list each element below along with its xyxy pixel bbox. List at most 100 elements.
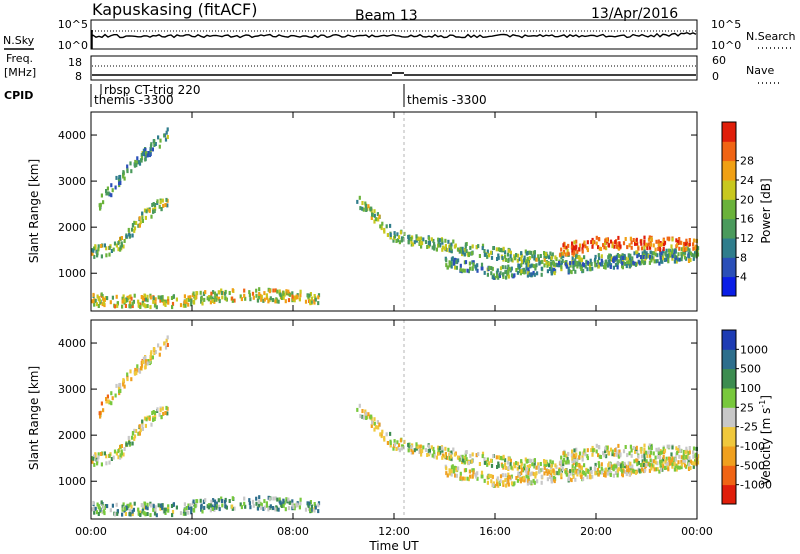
velocity-echo-cell xyxy=(128,440,131,445)
power-echo-cell xyxy=(657,239,660,244)
power-echo-cell xyxy=(166,127,169,132)
velocity-echo-cell xyxy=(291,502,294,507)
velocity-echo-cell xyxy=(520,461,523,466)
power-echo-cell xyxy=(501,265,504,270)
velocity-echo-cell xyxy=(561,467,564,471)
velocity-echo-cell xyxy=(574,470,577,475)
power-echo-cell xyxy=(154,301,157,306)
velocity-echo-cell xyxy=(492,454,495,459)
velocity-echo-cell xyxy=(640,449,643,454)
power-echo-cell xyxy=(667,259,670,264)
velocity-echo-cell xyxy=(448,452,451,457)
power-echo-cell xyxy=(590,240,593,245)
power-echo-cell xyxy=(508,266,511,271)
velocity-echo-cell xyxy=(576,457,579,462)
power-echo-cell xyxy=(389,233,392,237)
velocity-echo-cell xyxy=(167,504,170,509)
power-echo-cell xyxy=(531,272,534,277)
velocity-echo-cell xyxy=(374,425,377,430)
velocity-echo-cell xyxy=(562,462,565,467)
power-echo-cell xyxy=(598,256,601,261)
power-echo-cell xyxy=(444,243,447,248)
velocity-echo-cell xyxy=(496,476,499,481)
power-echo-cell xyxy=(520,251,523,256)
velocity-echo-cell xyxy=(562,451,565,456)
velocity-echo-cell xyxy=(214,503,217,508)
power-echo-cell xyxy=(108,245,111,250)
power-echo-cell xyxy=(525,262,528,267)
power-echo-cell xyxy=(688,238,691,242)
velocity-echo-cell xyxy=(463,476,466,481)
velocity-echo-cell xyxy=(491,474,494,479)
velocity-colorbar-segment xyxy=(722,349,736,370)
power-echo-cell xyxy=(599,262,602,267)
power-echo-cell xyxy=(676,240,679,244)
power-echo-cell xyxy=(471,260,474,265)
date-title: 13/Apr/2016 xyxy=(591,6,678,22)
velocity-echo-cell xyxy=(679,448,682,453)
velocity-echo-cell xyxy=(515,461,518,465)
power-echo-cell xyxy=(629,253,632,258)
power-echo-cell xyxy=(428,240,431,245)
power-echo-cell xyxy=(293,298,296,303)
velocity-echo-cell xyxy=(118,383,121,388)
velocity-echo-cell xyxy=(688,446,691,450)
power-echo-cell xyxy=(356,199,359,204)
power-echo-cell xyxy=(224,291,227,296)
power-echo-cell xyxy=(589,264,592,269)
velocity-echo-cell xyxy=(463,460,466,465)
power-echo-cell xyxy=(617,235,620,240)
sky-search-panel: N.Sky 10^5 10^0 10^5 10^0 N.Search xyxy=(3,18,796,52)
velocity-echo-cell xyxy=(160,503,163,508)
velocity-echo-cell xyxy=(399,438,402,443)
power-echo-cell xyxy=(110,249,113,253)
power-echo-cell xyxy=(446,265,449,270)
velocity-echo-cell xyxy=(501,473,504,478)
velocity-echo-cell xyxy=(185,508,188,513)
power-echo-cell xyxy=(578,262,582,267)
power-echo-cell xyxy=(468,261,471,266)
cpid-row: CPID rbsp CT-trig 220 themis -3300 themi… xyxy=(4,83,487,107)
velocity-echo-cell xyxy=(656,467,659,472)
power-echo-cell xyxy=(126,169,129,174)
velocity-echo-cell xyxy=(285,497,288,502)
power-echo-cell xyxy=(684,242,687,247)
velocity-echo-cell xyxy=(201,509,204,514)
velocity-echo-cell xyxy=(612,464,615,469)
power-echo-cell xyxy=(185,300,188,305)
velocity-echo-cell xyxy=(131,441,134,446)
power-echo-cell xyxy=(537,257,540,262)
power-echo-cell xyxy=(562,251,565,256)
power-echo-cell xyxy=(141,211,144,216)
cpid-program-3: themis -3300 xyxy=(407,93,487,107)
velocity-echo-cell xyxy=(575,461,578,466)
power-echo-cell xyxy=(612,265,615,270)
velocity-echo-cell xyxy=(584,472,587,477)
velocity-echo-cell xyxy=(688,456,691,461)
velocity-echo-cell xyxy=(220,496,223,501)
power-echo-cell xyxy=(580,267,583,271)
velocity-echo-cell xyxy=(265,503,269,508)
velocity-echo-cell xyxy=(558,469,561,473)
power-echo-cell xyxy=(125,234,128,239)
velocity-echo-cell xyxy=(648,468,651,473)
power-echo-cell xyxy=(204,290,207,295)
power-echo-cell xyxy=(274,288,277,293)
power-echo-cell xyxy=(688,254,691,259)
velocity-echo-cell xyxy=(520,459,523,464)
velocity-echo-cell xyxy=(248,501,251,506)
power-echo-cell xyxy=(600,254,603,259)
power-echo-cell xyxy=(304,299,308,304)
velocity-echo-cell xyxy=(543,471,546,476)
velocity-echo-cell xyxy=(258,495,261,500)
velocity-echo-cell xyxy=(128,442,131,447)
velocity-echo-cell xyxy=(622,449,626,454)
power-echo-cell xyxy=(490,255,494,260)
velocity-echo-cell xyxy=(575,452,578,457)
power-echo-cell xyxy=(117,241,120,246)
power-echo-cell xyxy=(313,294,316,298)
power-echo-cell xyxy=(642,255,645,259)
power-echo-cell xyxy=(692,246,695,251)
velocity-echo-cell xyxy=(647,445,651,450)
